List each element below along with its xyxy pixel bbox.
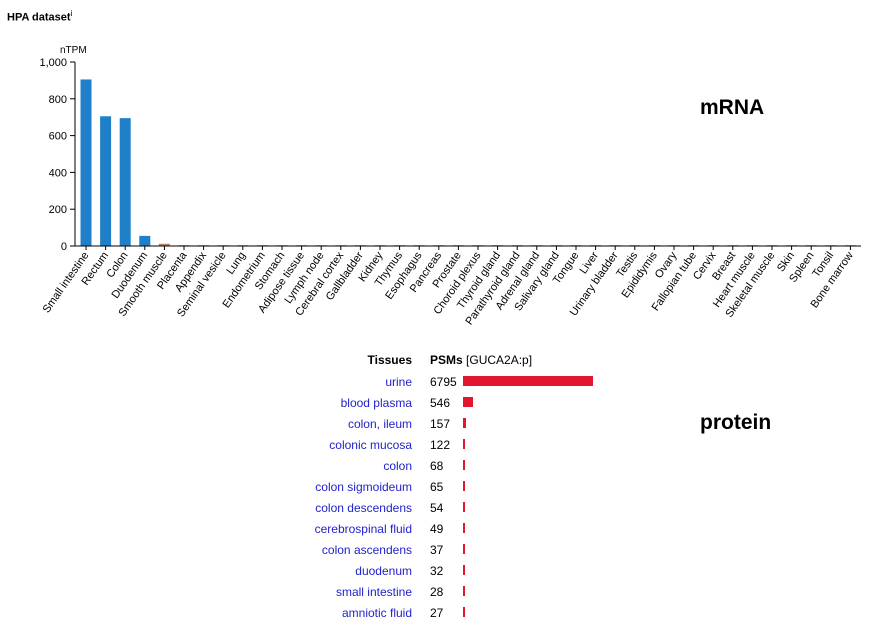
psm-bar <box>463 607 465 617</box>
dataset-title-text: HPA dataset <box>7 11 71 24</box>
tissue-link[interactable]: small intestine <box>335 585 412 599</box>
protein-row: colon 68 <box>0 459 889 480</box>
psm-value: 37 <box>430 543 444 557</box>
y-tick-label: 0 <box>61 241 67 253</box>
psm-value: 122 <box>430 438 451 452</box>
y-tick-label: 1,000 <box>39 57 67 69</box>
tissues-column-header: Tissues <box>367 353 412 367</box>
bar-duodenum[interactable] <box>139 235 151 246</box>
mrna-label: mRNA <box>700 96 765 119</box>
psm-column-title: PSMs <box>430 353 463 367</box>
psm-bar <box>463 460 465 470</box>
bar-smooth-muscle[interactable] <box>158 243 170 246</box>
y-axis: 0 200 400 600 800 1,000 <box>39 57 75 253</box>
protein-row: amniotic fluid 27 <box>0 606 889 627</box>
tissue-link[interactable]: duodenum <box>355 564 412 578</box>
protein-row: cerebrospinal fluid 49 <box>0 522 889 543</box>
psm-value: 546 <box>430 396 451 410</box>
psm-bar <box>463 565 465 575</box>
tissue-link[interactable]: colon <box>383 459 412 473</box>
y-tick-label: 400 <box>49 167 67 179</box>
tissue-link[interactable]: colon sigmoideum <box>315 480 412 494</box>
tissue-link[interactable]: colon ascendens <box>321 543 412 557</box>
bar-rectum[interactable] <box>100 116 112 246</box>
psm-value: 27 <box>430 606 444 620</box>
psm-bar <box>463 376 593 386</box>
y-tick-label: 200 <box>49 204 67 216</box>
bar-small-intestine[interactable] <box>80 79 92 246</box>
protein-row: colonic mucosa 122 <box>0 438 889 459</box>
psm-bar <box>463 439 466 449</box>
dataset-title: HPA dataseti <box>7 9 72 24</box>
tissue-link[interactable]: cerebrospinal fluid <box>314 522 412 536</box>
psm-value: 157 <box>430 417 451 431</box>
psm-value: 49 <box>430 522 444 536</box>
info-marker[interactable]: i <box>70 9 73 18</box>
psm-value: 28 <box>430 585 444 599</box>
protein-row: colon, ileum 157 <box>0 417 889 438</box>
tissue-link[interactable]: urine <box>385 375 412 389</box>
protein-row: colon ascendens 37 <box>0 543 889 564</box>
protein-row: duodenum 32 <box>0 564 889 585</box>
protein-label: protein <box>700 411 772 434</box>
protein-row: blood plasma 546 <box>0 396 889 417</box>
tissue-link[interactable]: amniotic fluid <box>341 606 412 620</box>
psm-bar <box>463 418 466 428</box>
psm-value: 68 <box>430 459 444 473</box>
psm-column-header: PSMs [GUCA2A:p] <box>430 353 532 367</box>
y-tick-label: 600 <box>49 131 67 143</box>
psm-value: 6795 <box>430 375 457 389</box>
tissue-link[interactable]: colon, ileum <box>347 417 412 431</box>
psm-bar <box>463 544 465 554</box>
psm-value: 54 <box>430 501 444 515</box>
protein-row: colon sigmoideum 65 <box>0 480 889 501</box>
psm-bar <box>463 397 474 407</box>
tissue-link[interactable]: colonic mucosa <box>329 438 412 452</box>
psm-bar <box>463 481 465 491</box>
psm-value: 32 <box>430 564 444 578</box>
psm-bar <box>463 586 465 596</box>
y-tick-label: 800 <box>49 94 67 106</box>
tissue-link[interactable]: colon descendens <box>315 501 412 515</box>
bar-colon[interactable] <box>119 118 131 246</box>
protein-row: urine 6795 <box>0 375 889 396</box>
psm-bar <box>463 502 465 512</box>
y-unit-label: nTPM <box>60 45 87 56</box>
protein-row: small intestine 28 <box>0 585 889 606</box>
tissue-link[interactable]: blood plasma <box>340 396 412 410</box>
psm-bar <box>463 523 465 533</box>
psm-value: 65 <box>430 480 444 494</box>
protein-row: colon descendens 54 <box>0 501 889 522</box>
gene-identifier: [GUCA2A:p] <box>466 353 533 367</box>
